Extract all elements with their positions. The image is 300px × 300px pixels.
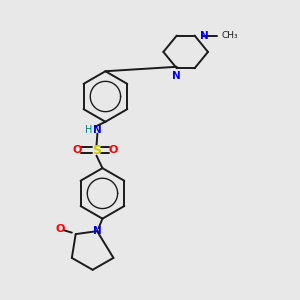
Text: O: O	[108, 145, 118, 155]
Text: S: S	[92, 144, 101, 157]
Text: N: N	[200, 31, 209, 40]
Text: N: N	[93, 125, 102, 135]
Text: N: N	[93, 226, 101, 236]
Text: CH₃: CH₃	[221, 31, 238, 40]
Text: O: O	[56, 224, 65, 234]
Text: H: H	[85, 125, 93, 135]
Text: O: O	[73, 145, 82, 155]
Text: N: N	[172, 70, 181, 81]
